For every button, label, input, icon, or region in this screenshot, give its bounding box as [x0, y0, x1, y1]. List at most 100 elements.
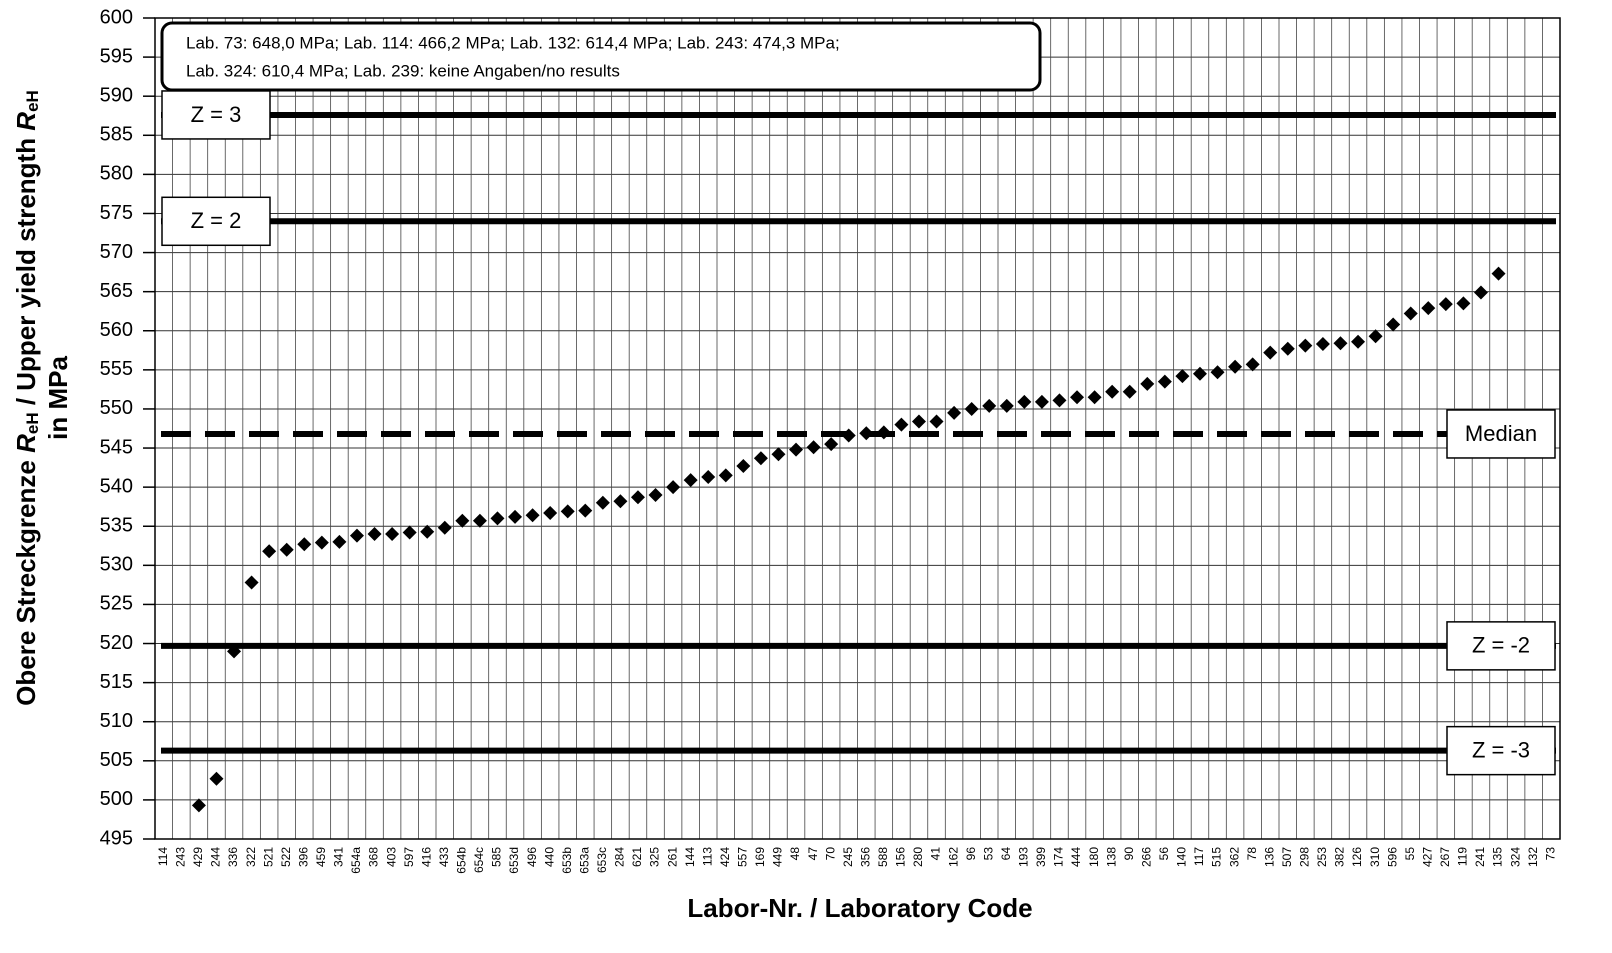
data-point: [1245, 357, 1260, 372]
data-point: [349, 528, 364, 543]
reference-label-box: [161, 196, 271, 247]
x-tick-label: 117: [1192, 847, 1206, 866]
x-tick-label: 73: [1543, 847, 1557, 861]
data-point: [1087, 390, 1102, 405]
x-tick-label: 132: [1526, 847, 1540, 867]
data-point: [1017, 394, 1032, 409]
y-tick-label: 580: [100, 163, 133, 185]
x-tick-label: 267: [1438, 847, 1452, 867]
x-tick-label: 496: [525, 847, 539, 867]
y-tick-label: 520: [100, 632, 133, 654]
y-axis-title-line: Obere Streckgrenze ReH / Upper yield str…: [11, 90, 43, 706]
data-point: [227, 644, 242, 659]
y-tick-label: 585: [100, 124, 133, 146]
data-point: [578, 503, 593, 518]
y-tick-label: 505: [100, 749, 133, 771]
x-tick-label: 243: [174, 847, 188, 867]
x-tick-label: 322: [244, 847, 258, 867]
y-tick-label: 600: [100, 6, 133, 28]
data-point: [543, 505, 558, 520]
y-tick-label: 545: [100, 436, 133, 458]
data-point: [982, 398, 997, 413]
y-tick-label: 535: [100, 515, 133, 537]
data-point: [508, 509, 523, 524]
x-tick-label: 507: [1280, 847, 1294, 867]
data-point: [1298, 338, 1313, 353]
x-tick-label: 459: [314, 847, 328, 867]
data-point: [1333, 336, 1348, 351]
data-point: [525, 508, 540, 523]
x-tick-label: 653d: [507, 847, 521, 874]
data-point: [929, 414, 944, 429]
x-tick-label: 135: [1491, 847, 1505, 867]
x-tick-label: 341: [332, 847, 346, 867]
data-point: [964, 401, 979, 416]
data-point: [1473, 285, 1488, 300]
data-point: [1140, 376, 1155, 391]
x-tick-label: 56: [1157, 847, 1171, 861]
data-point: [1315, 337, 1330, 352]
x-tick-label: 180: [1087, 847, 1101, 867]
x-tick-label: 55: [1403, 847, 1417, 861]
reference-lines: [161, 111, 1556, 754]
y-title-part: R: [11, 112, 41, 131]
data-point: [666, 480, 681, 495]
x-tick-label: 653a: [577, 847, 591, 874]
x-tick-label: 53: [981, 847, 995, 861]
reference-label: Z = -2: [1472, 633, 1530, 658]
x-tick-label: 449: [771, 847, 785, 867]
y-tick-label: 525: [100, 593, 133, 615]
x-tick-label: 596: [1385, 847, 1399, 867]
y-tick-label: 570: [100, 241, 133, 263]
y-axis-title: Obere Streckgrenze ReH / Upper yield str…: [11, 90, 73, 706]
x-tick-label: 266: [1139, 847, 1153, 867]
data-point: [824, 437, 839, 452]
y-tick-label: 595: [100, 45, 133, 67]
y-tick-label: 530: [100, 554, 133, 576]
grid: [155, 17, 1560, 840]
reference-label-box: [1446, 409, 1556, 459]
data-point: [630, 490, 645, 505]
y-tick-label: 510: [100, 710, 133, 732]
data-point: [1403, 306, 1418, 321]
data-point: [314, 535, 329, 550]
x-tick-label: 162: [946, 847, 960, 867]
data-point: [1438, 297, 1453, 312]
data-point: [771, 447, 786, 462]
y-title-part: / Upper yield strength: [11, 131, 41, 413]
x-tick-label: 427: [1420, 847, 1434, 867]
data-point: [859, 426, 874, 441]
x-tick-label: 356: [858, 847, 872, 867]
x-tick-label: 444: [1069, 847, 1083, 867]
x-tick-label: 325: [648, 847, 662, 867]
x-tick-label: 261: [665, 847, 679, 867]
y-title-part: R: [11, 434, 41, 453]
reference-label: Median: [1465, 421, 1537, 446]
x-tick-label: 90: [1122, 847, 1136, 861]
y-tick-label: 550: [100, 397, 133, 419]
data-point: [1070, 390, 1085, 405]
x-tick-label: 336: [226, 847, 240, 867]
data-point: [806, 440, 821, 455]
x-tick-label: 78: [1245, 847, 1259, 861]
data-point: [894, 417, 909, 432]
data-point: [753, 451, 768, 466]
x-tick-label: 382: [1333, 847, 1347, 867]
data-point: [1228, 359, 1243, 374]
x-tick-label: 653c: [595, 847, 609, 873]
x-tick-label: 70: [823, 847, 837, 861]
reference-label-box: [1446, 725, 1556, 776]
data-point: [736, 459, 751, 474]
y-tick-label: 575: [100, 202, 133, 224]
x-tick-label: 47: [806, 847, 820, 861]
x-tick-label: 654c: [472, 847, 486, 873]
reference-label-box: [1446, 621, 1556, 671]
x-tick-label: 241: [1473, 847, 1487, 867]
x-tick-label: 653b: [560, 847, 574, 874]
y-title-part: Obere Streckgrenze: [11, 453, 41, 706]
data-point: [648, 487, 663, 502]
x-tick-label: 119: [1456, 847, 1470, 866]
data-point: [1421, 301, 1436, 316]
x-tick-label: 114: [156, 847, 170, 866]
data-point: [1210, 365, 1225, 380]
